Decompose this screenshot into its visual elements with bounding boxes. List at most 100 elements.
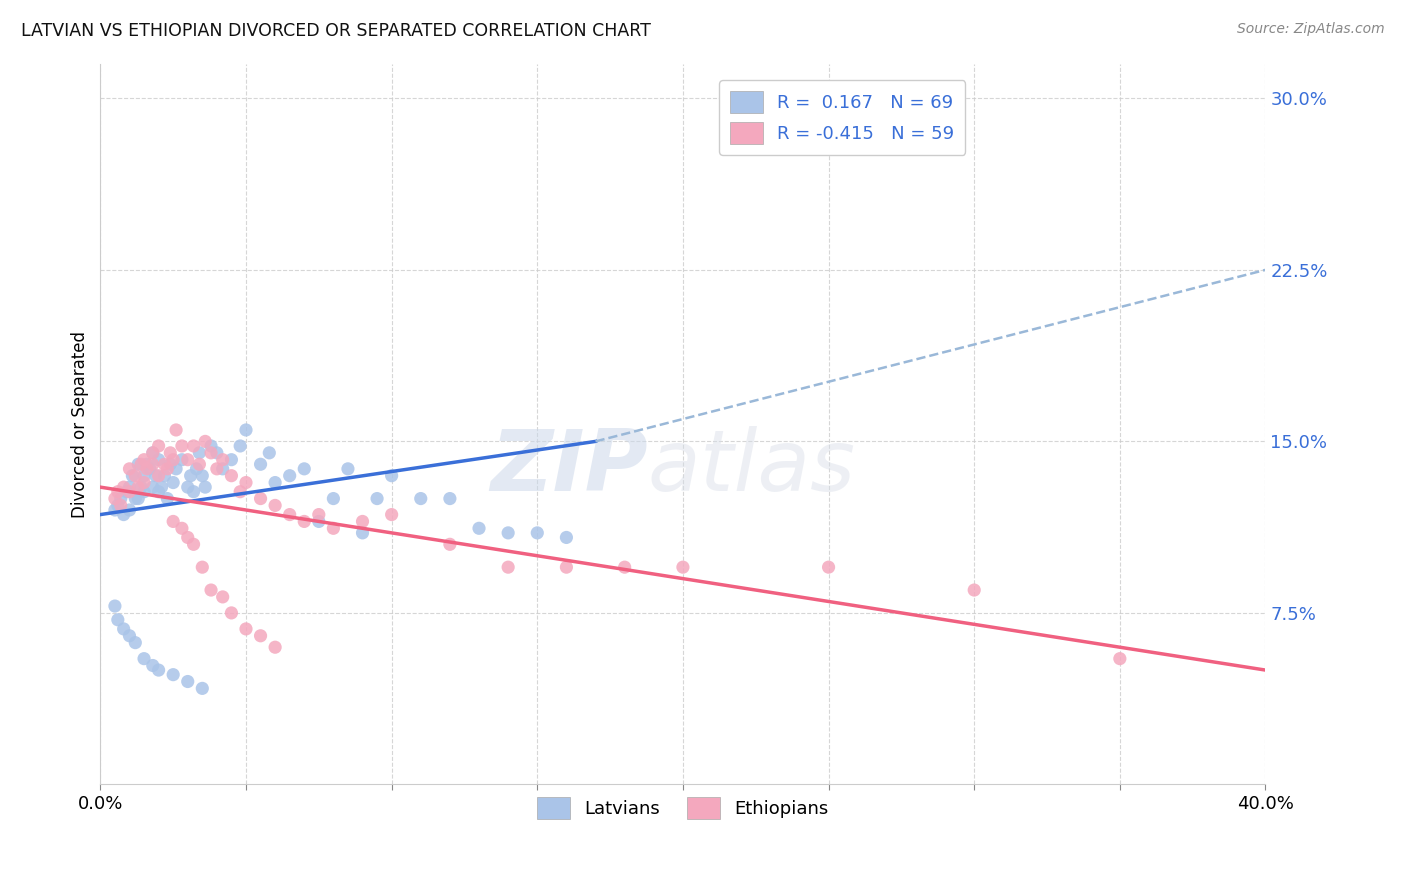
Point xyxy=(352,525,374,540)
Point xyxy=(118,462,141,476)
Point xyxy=(118,629,141,643)
Point xyxy=(366,491,388,506)
Point xyxy=(107,499,129,513)
Point xyxy=(148,484,170,499)
Point xyxy=(229,484,252,499)
Point xyxy=(132,651,155,665)
Point xyxy=(153,468,176,483)
Point xyxy=(381,468,404,483)
Point xyxy=(526,525,548,540)
Point xyxy=(205,446,228,460)
Point xyxy=(148,663,170,677)
Point xyxy=(381,508,404,522)
Text: Source: ZipAtlas.com: Source: ZipAtlas.com xyxy=(1237,22,1385,37)
Point xyxy=(159,457,181,471)
Point xyxy=(221,452,243,467)
Point xyxy=(112,508,135,522)
Point xyxy=(121,468,143,483)
Point xyxy=(496,525,519,540)
Point xyxy=(153,457,176,471)
Point xyxy=(177,674,200,689)
Point xyxy=(132,468,155,483)
Point xyxy=(439,491,461,506)
Point xyxy=(235,622,257,636)
Point xyxy=(200,439,222,453)
Point xyxy=(229,439,252,453)
Point xyxy=(124,635,146,649)
Point xyxy=(107,484,129,499)
Point xyxy=(555,531,578,545)
Point xyxy=(221,468,243,483)
Point xyxy=(177,452,200,467)
Point xyxy=(112,480,135,494)
Point xyxy=(156,491,179,506)
Point xyxy=(205,462,228,476)
Point xyxy=(148,439,170,453)
Point xyxy=(170,452,193,467)
Point xyxy=(156,462,179,476)
Point xyxy=(170,439,193,453)
Point xyxy=(127,480,149,494)
Point xyxy=(170,521,193,535)
Point xyxy=(162,667,184,681)
Point xyxy=(292,462,315,476)
Text: LATVIAN VS ETHIOPIAN DIVORCED OR SEPARATED CORRELATION CHART: LATVIAN VS ETHIOPIAN DIVORCED OR SEPARAT… xyxy=(21,22,651,40)
Point xyxy=(183,537,205,551)
Point xyxy=(194,434,217,449)
Point xyxy=(142,480,165,494)
Point xyxy=(142,446,165,460)
Point xyxy=(150,480,173,494)
Point xyxy=(118,484,141,499)
Point xyxy=(162,475,184,490)
Point xyxy=(188,457,211,471)
Point xyxy=(162,452,184,467)
Point xyxy=(235,423,257,437)
Point xyxy=(177,480,200,494)
Point xyxy=(613,560,636,574)
Point xyxy=(139,462,162,476)
Text: atlas: atlas xyxy=(648,426,856,509)
Point xyxy=(278,468,301,483)
Point xyxy=(104,503,127,517)
Point xyxy=(142,658,165,673)
Point xyxy=(336,462,359,476)
Point xyxy=(278,508,301,522)
Point xyxy=(148,468,170,483)
Point xyxy=(165,462,187,476)
Y-axis label: Divorced or Separated: Divorced or Separated xyxy=(72,331,89,517)
Point xyxy=(322,491,344,506)
Point xyxy=(115,484,138,499)
Point xyxy=(211,462,233,476)
Point xyxy=(118,480,141,494)
Point xyxy=(496,560,519,574)
Point xyxy=(200,446,222,460)
Point xyxy=(817,560,839,574)
Point xyxy=(124,491,146,506)
Point xyxy=(112,622,135,636)
Point xyxy=(136,457,159,471)
Point xyxy=(159,446,181,460)
Point xyxy=(177,531,200,545)
Point xyxy=(183,484,205,499)
Point xyxy=(142,457,165,471)
Point xyxy=(110,491,132,506)
Point xyxy=(129,457,152,471)
Text: ZIP: ZIP xyxy=(491,426,648,509)
Point xyxy=(468,521,491,535)
Point xyxy=(104,491,127,506)
Point xyxy=(308,508,330,522)
Point xyxy=(211,590,233,604)
Point xyxy=(264,499,287,513)
Point xyxy=(107,613,129,627)
Point xyxy=(1108,651,1130,665)
Point xyxy=(148,452,170,467)
Point xyxy=(129,480,152,494)
Point xyxy=(249,457,271,471)
Point xyxy=(110,499,132,513)
Point xyxy=(308,515,330,529)
Point xyxy=(186,462,208,476)
Point xyxy=(145,468,167,483)
Point xyxy=(221,606,243,620)
Point xyxy=(191,468,214,483)
Point xyxy=(264,640,287,655)
